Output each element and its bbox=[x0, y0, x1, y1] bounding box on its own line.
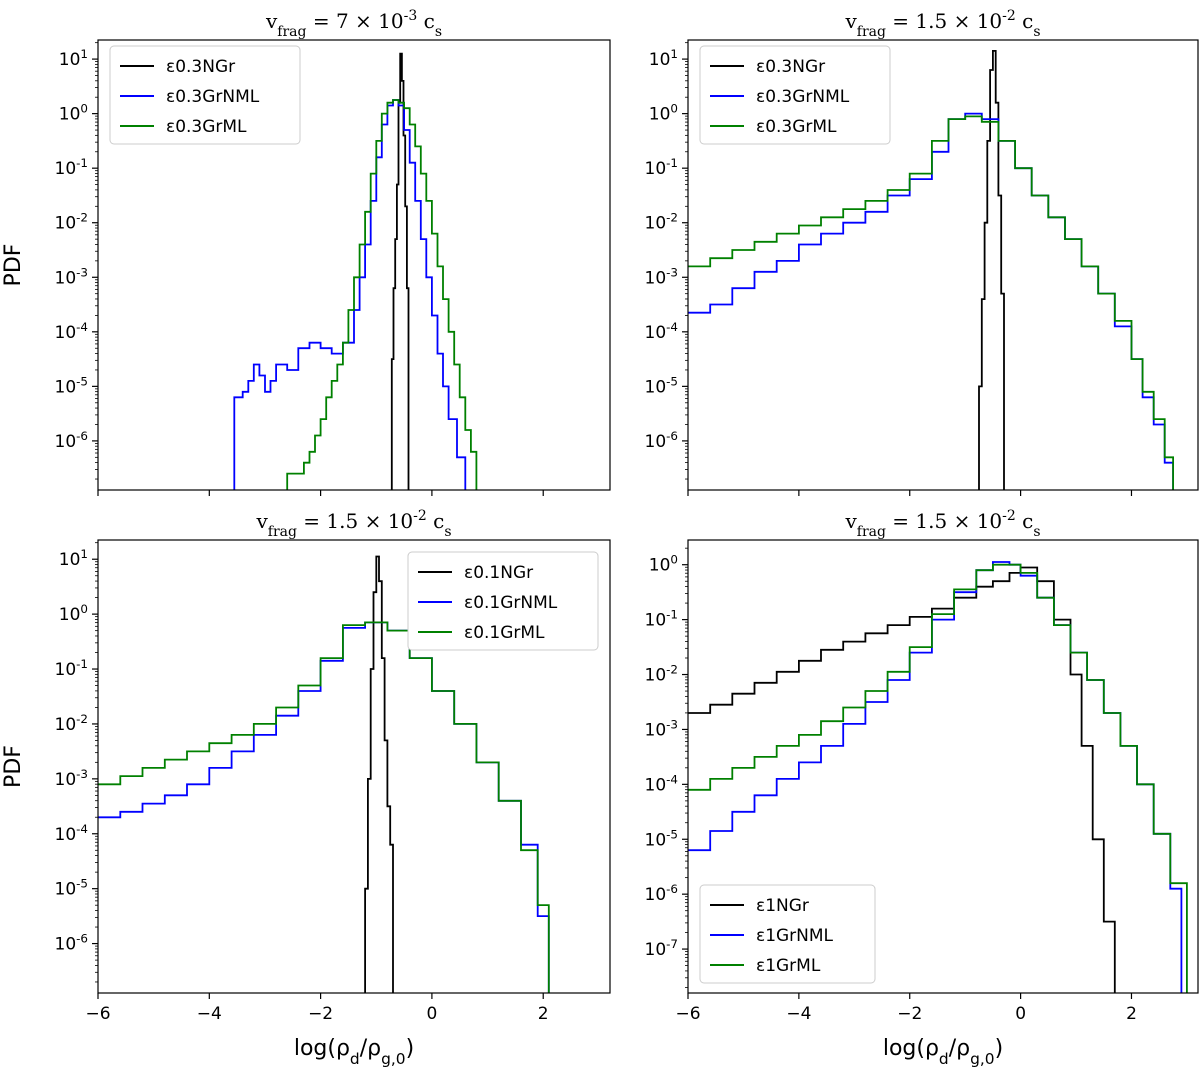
y-axis-label: PDF bbox=[1, 745, 26, 788]
x-tick-label: −2 bbox=[308, 1004, 333, 1024]
legend-box bbox=[407, 551, 599, 651]
legend-box bbox=[699, 884, 876, 984]
y-tick-label: 100 bbox=[649, 102, 678, 125]
y-tick-label: 10-2 bbox=[645, 211, 679, 234]
legend: ε0.3NGr ε0.3GrNML ε0.3GrML bbox=[109, 45, 301, 145]
plot-frame bbox=[97, 539, 611, 994]
y-tick-label: 10-5 bbox=[645, 827, 679, 850]
legend-box bbox=[109, 45, 301, 145]
legend-label: ε1GrML bbox=[756, 956, 821, 976]
y-tick-label: 10-7 bbox=[645, 937, 679, 960]
series-line-1 bbox=[390, 52, 410, 490]
y-tick-label: 10-6 bbox=[55, 932, 89, 955]
x-tick-label: 0 bbox=[1015, 1004, 1026, 1024]
x-axis-label: log(ρd/ρg,0) bbox=[883, 1036, 1003, 1068]
y-tick-label: 10-2 bbox=[645, 663, 679, 686]
legend-label: ε1GrNML bbox=[756, 926, 834, 946]
series-line-1 bbox=[364, 555, 394, 993]
series-line-3 bbox=[688, 563, 1188, 993]
y-tick-label: 10-3 bbox=[645, 265, 679, 288]
x-tick-label: −4 bbox=[786, 1004, 811, 1024]
y-tick-label: 10-2 bbox=[55, 712, 89, 735]
y-tick-label: 10-5 bbox=[645, 374, 679, 397]
legend-label: ε0.3GrNML bbox=[166, 87, 260, 107]
y-tick-label: 101 bbox=[59, 547, 88, 570]
y-axis-label: PDF bbox=[1, 244, 26, 287]
legend-label: ε0.3GrML bbox=[166, 117, 247, 137]
y-tick-label: 10-4 bbox=[645, 772, 679, 795]
series-line-3 bbox=[286, 99, 478, 490]
y-tick-label: 10-1 bbox=[55, 156, 89, 179]
y-tick-label: 10-4 bbox=[55, 822, 89, 845]
legend: ε0.1NGr ε0.1GrNML ε0.1GrML bbox=[407, 551, 599, 651]
series-line-1 bbox=[978, 50, 1005, 490]
y-tick-label: 10-6 bbox=[55, 429, 89, 452]
y-tick-label: 101 bbox=[649, 47, 678, 70]
legend: ε1NGr ε1GrNML ε1GrML bbox=[699, 884, 876, 984]
y-tick-label: 101 bbox=[59, 47, 88, 70]
x-tick-label: 2 bbox=[1126, 1004, 1137, 1024]
y-tick-label: 10-6 bbox=[645, 882, 679, 905]
legend-box bbox=[699, 45, 891, 145]
y-tick-label: 100 bbox=[59, 602, 88, 625]
panel-title: vfrag = 1.5 × 10-2 cs bbox=[844, 8, 1040, 40]
chart-panel-3: vfrag = 1.5 × 10-2 cs −6 −4 −2 0 2 101 100 10-1 1… bbox=[1, 508, 611, 1068]
legend-label: ε0.3GrNML bbox=[756, 87, 850, 107]
y-tick-label: 100 bbox=[649, 553, 678, 576]
y-tick-label: 10-5 bbox=[55, 877, 89, 900]
x-tick-label: −6 bbox=[85, 1004, 110, 1024]
x-tick-label: 2 bbox=[538, 1004, 549, 1024]
series-line-3 bbox=[98, 621, 550, 993]
series-line-3 bbox=[688, 115, 1174, 490]
y-tick-label: 10-1 bbox=[55, 657, 89, 680]
y-tick-label: 10-1 bbox=[645, 156, 679, 179]
y-tick-label: 10-4 bbox=[645, 320, 679, 343]
series-line-2 bbox=[233, 99, 467, 490]
y-tick-label: 100 bbox=[59, 102, 88, 125]
legend-label: ε0.1NGr bbox=[464, 563, 533, 583]
chart-panel-1: vfrag = 7 × 10-3 cs 101 100 10-1 10-2 10-3 10-… bbox=[1, 8, 611, 496]
x-tick-label: −6 bbox=[675, 1004, 700, 1024]
legend-label: ε0.3NGr bbox=[166, 57, 235, 77]
legend-label: ε1NGr bbox=[756, 896, 809, 916]
plot-frame bbox=[687, 39, 1199, 491]
legend-label: ε0.1GrNML bbox=[464, 593, 558, 613]
y-tick-label: 10-6 bbox=[645, 429, 679, 452]
chart-panel-4: vfrag = 1.5 × 10-2 cs −6 −4 −2 0 2 100 10-1 10-2… bbox=[645, 508, 1199, 1068]
plot-frame bbox=[97, 39, 611, 491]
x-axis-label: log(ρd/ρg,0) bbox=[294, 1036, 414, 1068]
x-tick-label: 0 bbox=[426, 1004, 437, 1024]
y-tick-label: 10-5 bbox=[55, 374, 89, 397]
panel-title: vfrag = 1.5 × 10-2 cs bbox=[844, 508, 1040, 540]
x-tick-label: −2 bbox=[897, 1004, 922, 1024]
y-tick-label: 10-1 bbox=[645, 608, 679, 631]
legend-label: ε0.1GrML bbox=[464, 623, 545, 643]
chart-panel-2: vfrag = 1.5 × 10-2 cs 101 100 10-1 10-2 10-3 1… bbox=[645, 8, 1199, 496]
plot-frame bbox=[687, 539, 1199, 994]
y-tick-label: 10-2 bbox=[55, 211, 89, 234]
legend-label: ε0.3GrML bbox=[756, 117, 837, 137]
y-tick-label: 10-3 bbox=[55, 767, 89, 790]
y-tick-label: 10-3 bbox=[645, 717, 679, 740]
y-tick-label: 10-4 bbox=[55, 320, 89, 343]
legend-label: ε0.3NGr bbox=[756, 57, 825, 77]
y-tick-label: 10-3 bbox=[55, 265, 89, 288]
series-line-2 bbox=[98, 621, 550, 993]
series-line-2 bbox=[688, 112, 1174, 490]
panel-title: vfrag = 7 × 10-3 cs bbox=[265, 8, 442, 40]
panel-title: vfrag = 1.5 × 10-2 cs bbox=[255, 508, 451, 540]
legend: ε0.3NGr ε0.3GrNML ε0.3GrML bbox=[699, 45, 891, 145]
x-tick-label: −4 bbox=[197, 1004, 222, 1024]
